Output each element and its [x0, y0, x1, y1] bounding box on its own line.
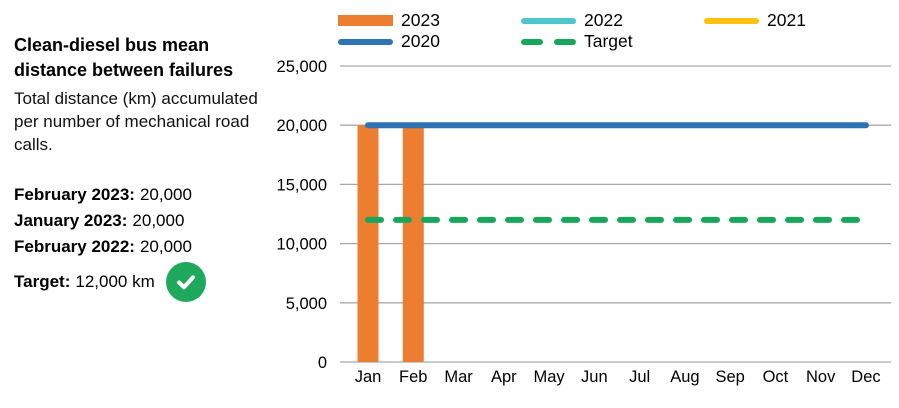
bar-2023-jan [357, 125, 379, 362]
svg-text:Dec: Dec [851, 368, 880, 386]
svg-text:Jan: Jan [355, 368, 382, 386]
check-circle-icon [165, 262, 206, 302]
svg-text:Jun: Jun [581, 368, 608, 386]
stat-value: 20,000 [139, 185, 192, 204]
svg-text:Jul: Jul [629, 368, 650, 386]
svg-text:Nov: Nov [806, 368, 836, 386]
svg-text:25,000: 25,000 [277, 58, 327, 76]
y-axis-tick-labels: 0 5,000 10,000 15,000 20,000 25,000 [277, 58, 327, 372]
svg-text:May: May [533, 368, 565, 386]
legend-label: Target [584, 31, 633, 51]
target-label: Target: [14, 272, 71, 291]
chart-description: Total distance (km) accumulated per numb… [14, 89, 258, 154]
stat-value: 20,000 [139, 237, 192, 256]
checkmark-glyph [176, 275, 195, 290]
legend-line-swatch-icon [338, 38, 393, 45]
svg-text:15,000: 15,000 [277, 176, 327, 194]
svg-text:0: 0 [318, 354, 327, 372]
bar-2023-feb [402, 125, 424, 362]
page-title: Clean-diesel bus mean distance between f… [14, 35, 234, 80]
legend: 2023 2022 2021 2020 Target [338, 10, 887, 52]
svg-text:20,000: 20,000 [277, 117, 327, 135]
legend-item-2020[interactable]: 2020 [338, 31, 521, 52]
x-axis-tick-labels: Jan Feb Mar Apr May Jun Jul Aug Sep Oct Nov Dec [355, 368, 881, 386]
stat-label: February 2023: [14, 185, 135, 204]
target-text: Target: 12,000 km [14, 272, 155, 292]
stat-row: February 2022: 20,000 [14, 234, 266, 260]
svg-text:Apr: Apr [491, 368, 517, 386]
stats-block: February 2023: 20,000 January 2023: 20,000… [14, 182, 266, 260]
legend-line-swatch-icon [521, 17, 576, 24]
svg-text:Aug: Aug [670, 368, 699, 386]
stat-row: January 2023: 20,000 [14, 208, 266, 234]
legend-item-2021[interactable]: 2021 [704, 10, 887, 31]
legend-bar-swatch-icon [338, 15, 393, 26]
stat-value: 20,000 [132, 211, 185, 230]
legend-label: 2023 [401, 10, 440, 30]
legend-label: 2022 [584, 10, 623, 30]
svg-text:Mar: Mar [444, 368, 473, 386]
legend-label: 2020 [401, 31, 440, 51]
stat-label: February 2022: [14, 237, 135, 256]
legend-item-2022[interactable]: 2022 [521, 10, 704, 31]
svg-text:10,000: 10,000 [277, 236, 327, 254]
stat-label: January 2023: [14, 211, 128, 230]
legend-dash-swatch-icon [521, 38, 576, 45]
info-panel: Clean-diesel bus mean distance between f… [14, 33, 266, 302]
legend-line-swatch-icon [704, 17, 759, 24]
series [357, 122, 869, 362]
svg-text:Oct: Oct [763, 368, 789, 386]
target-row: Target: 12,000 km [14, 262, 266, 302]
legend-label: 2021 [767, 10, 806, 30]
svg-text:Sep: Sep [715, 368, 744, 386]
legend-item-2023[interactable]: 2023 [338, 10, 521, 31]
stat-row: February 2023: 20,000 [14, 182, 266, 208]
svg-text:5,000: 5,000 [286, 295, 327, 313]
svg-text:Feb: Feb [399, 368, 427, 386]
legend-item-target[interactable]: Target [521, 31, 704, 52]
target-value: 12,000 km [75, 272, 155, 291]
